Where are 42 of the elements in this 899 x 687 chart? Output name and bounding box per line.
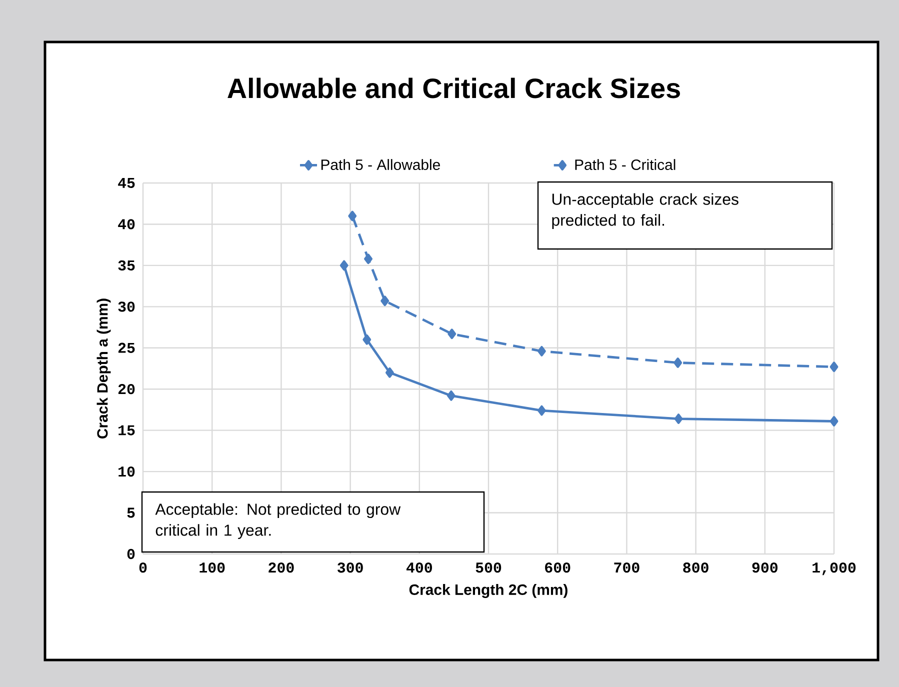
point (674, 414, 683, 424)
legend-label: Path 5 - Allowable (321, 159, 440, 170)
legend-label: Path 5 - Critical (575, 159, 676, 170)
y-tick-label: 30 (118, 302, 135, 312)
point (448, 328, 456, 340)
y-tick-label: 40 (118, 219, 135, 230)
x-tick-label: 1,000 (812, 562, 856, 576)
point (362, 334, 372, 345)
x-tick-label: 100 (200, 562, 225, 573)
annotation: Un-acceptable crack sizes predicted to fail. (552, 193, 738, 229)
point (380, 296, 390, 306)
y-tick-label: 45 (118, 178, 135, 188)
x-tick-label: 900 (752, 562, 778, 573)
y-axis-title: Crack Depth a (mm) (96, 298, 111, 438)
x-axis-title: Crack Length 2C (mm) (409, 584, 568, 598)
y-tick-label: 10 (118, 466, 135, 477)
chart-title: Allowable and Critical Crack Sizes (228, 78, 680, 98)
annotation: Acceptable: Not predicted to grow critical in 1 year. (155, 503, 401, 539)
x-tick-label: 200 (268, 562, 294, 573)
x-tick-label: 800 (683, 562, 708, 573)
y-tick-label: 5 (127, 508, 135, 518)
point (538, 405, 546, 416)
y-tick-label: 15 (118, 425, 135, 436)
point (364, 254, 372, 264)
y-tick-label: 0 (127, 548, 135, 560)
point (340, 260, 348, 271)
point (538, 346, 546, 356)
y-tick-label: 35 (118, 260, 135, 271)
x-tick-label: 400 (406, 562, 432, 573)
x-tick-label: 700 (614, 562, 640, 573)
x-tick-label: 500 (476, 562, 502, 573)
x-tick-label: 0 (139, 562, 147, 573)
point (674, 358, 682, 368)
y-tick-label: 20 (118, 384, 135, 394)
point (446, 390, 456, 401)
x-tick-label: 600 (545, 562, 570, 573)
point (830, 362, 838, 372)
y-tick-label: 25 (118, 342, 135, 353)
point (385, 367, 394, 378)
point (830, 416, 838, 426)
point (348, 210, 357, 222)
x-tick-label: 300 (338, 562, 363, 573)
